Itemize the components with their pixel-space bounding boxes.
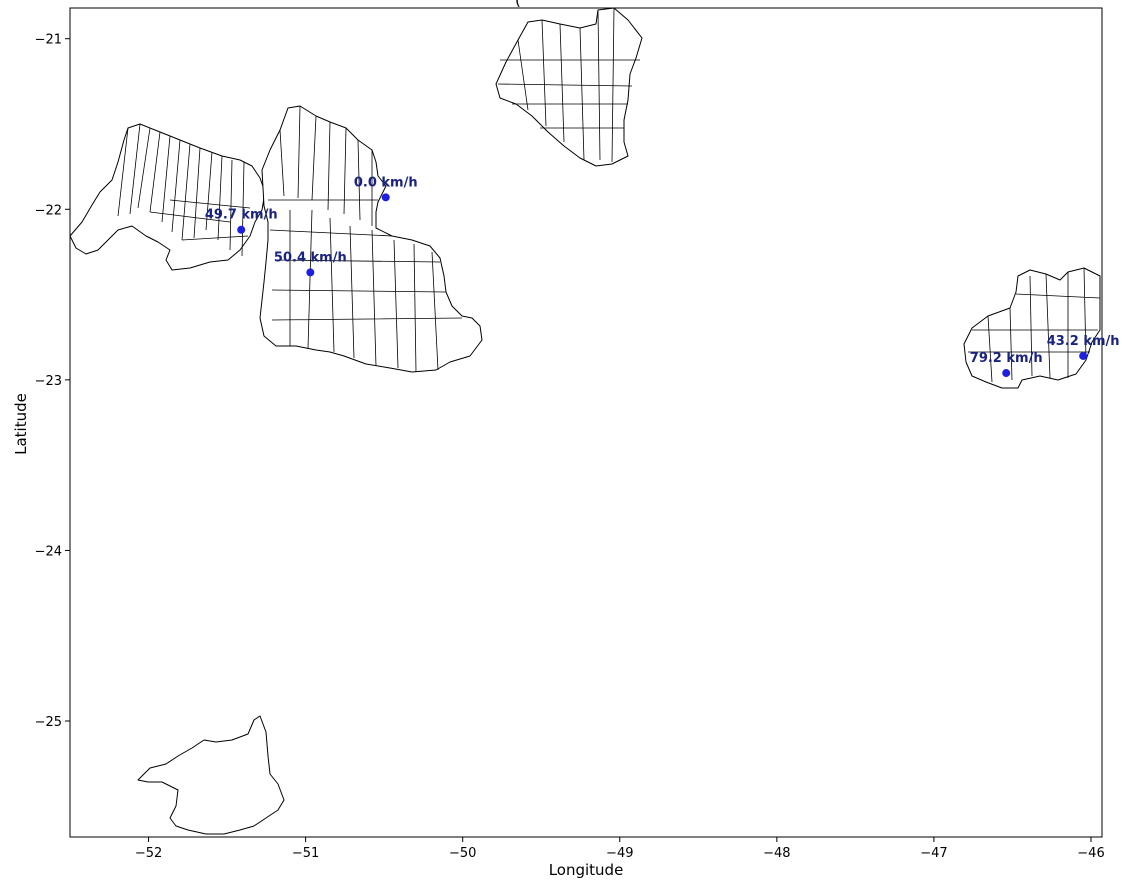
speed-point-label: 79.2 km/h <box>970 351 1043 366</box>
plot-area-frame <box>69 7 1103 838</box>
speed-point-marker <box>1002 369 1011 378</box>
speed-point-label: 50.4 km/h <box>274 250 347 265</box>
speed-point-marker <box>381 193 390 202</box>
region-west-left <box>69 123 266 271</box>
chart-title-fragment: ( <box>515 0 521 9</box>
x-tick-label: −48 <box>763 846 790 861</box>
y-axis-label: Latitude <box>12 393 30 455</box>
region-east-subdivisions <box>968 267 1101 383</box>
x-tick-label: −46 <box>1077 846 1104 861</box>
speed-point-label: 49.7 km/h <box>205 208 278 223</box>
region-north <box>495 7 643 167</box>
x-tick-label: −47 <box>920 846 947 861</box>
region-east <box>963 267 1101 389</box>
speed-point-marker <box>237 225 246 234</box>
region-west-central-subdivisions <box>268 105 463 373</box>
x-tick-label: −52 <box>135 846 162 861</box>
region-north-subdivisions <box>497 7 640 163</box>
speed-point-marker <box>1079 351 1088 360</box>
x-tick-label: −51 <box>292 846 319 861</box>
x-tick-label: −49 <box>606 846 633 861</box>
speed-point-label: 0.0 km/h <box>354 175 418 190</box>
y-tick-label: −23 <box>35 374 62 389</box>
municipality-boundaries <box>69 7 1101 835</box>
speed-points: 0.0 km/h 49.7 km/h 50.4 km/h 79.2 km/h 43.2 … <box>205 175 1120 378</box>
x-axis-ticks: −52 −51 −50 −49 −48 −47 −46 <box>135 837 1105 861</box>
y-tick-label: −22 <box>35 203 62 218</box>
speed-point-label: 43.2 km/h <box>1047 334 1120 349</box>
x-axis-label: Longitude <box>549 861 624 879</box>
y-tick-label: −21 <box>35 33 62 48</box>
y-axis-ticks: −21 −22 −23 −24 −25 <box>35 33 70 730</box>
x-tick-label: −50 <box>449 846 476 861</box>
region-west-central <box>259 105 483 373</box>
y-tick-label: −25 <box>35 715 62 730</box>
region-west-left-subdivisions <box>117 123 251 257</box>
region-south-west <box>137 715 285 835</box>
speed-point-marker <box>306 268 315 277</box>
y-tick-label: −24 <box>35 544 62 559</box>
